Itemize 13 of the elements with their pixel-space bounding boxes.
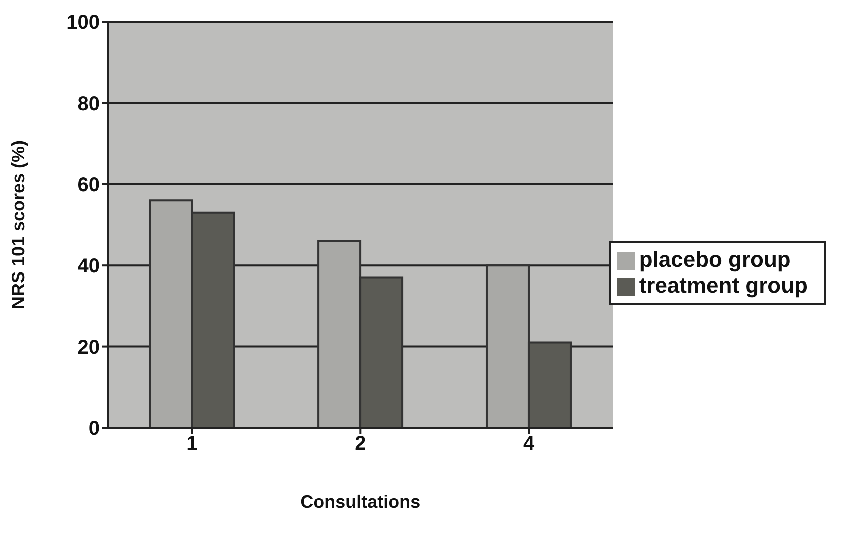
y-tick-label: 20 [78,336,100,359]
y-tick-label: 100 [66,12,100,34]
y-axis-title: NRS 101 scores (%) [8,140,28,310]
y-tick-label: 60 [78,174,100,196]
y-tick-label: 0 [88,418,100,440]
legend-label: placebo group [639,247,791,272]
legend-label: treatment group [639,273,808,298]
y-tick-label: 40 [78,256,100,278]
x-tick-label: 2 [355,433,366,456]
x-axis-title: Consultations [300,492,421,512]
x-tick-label: 1 [186,433,198,456]
y-tick-label: 80 [78,93,100,116]
x-tick-label: 4 [524,433,536,456]
